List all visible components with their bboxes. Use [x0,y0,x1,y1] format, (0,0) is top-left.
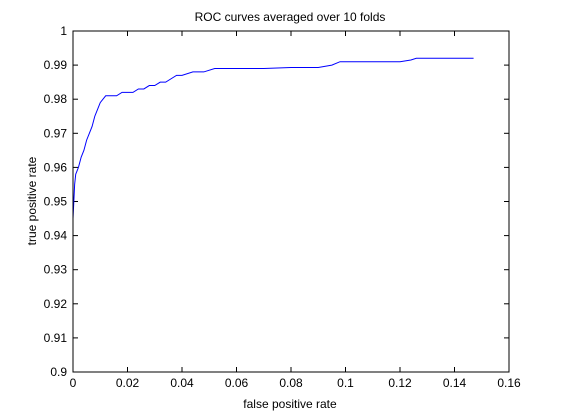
x-tick-label: 0.08 [279,376,303,390]
x-tick-label: 0.12 [388,376,412,390]
x-tick-label: 0.16 [497,376,521,390]
x-axis-title: false positive rate [243,397,337,411]
x-tick-label: 0 [70,376,77,390]
y-tick-label: 0.96 [44,160,68,174]
x-tick-label: 0.14 [443,376,467,390]
y-tick-label: 0.91 [44,331,68,345]
y-tick-label: 0.93 [44,263,68,277]
chart-title: ROC curves averaged over 10 folds [195,10,386,24]
y-tick-label: 0.95 [44,195,68,209]
x-tick-label: 0.02 [116,376,140,390]
ticks-layer: 0 0.02 0.04 0.06 0.08 0.1 0.12 0.14 0.16 0.9 0.91 0… [44,24,521,390]
y-tick-label: 0.99 [44,58,68,72]
x-tick-label: 0.1 [337,376,354,390]
y-tick-label: 0.92 [44,297,68,311]
y-tick-label: 0.9 [50,365,67,379]
y-tick-label: 0.97 [44,126,68,140]
y-axis-title: true positive rate [25,156,39,245]
y-tick-label: 0.98 [44,92,68,106]
plot-frame [72,30,510,373]
y-tick-label: 0.94 [44,229,68,243]
plot-area [73,31,509,372]
x-tick-label: 0.04 [170,376,194,390]
x-tick-label: 0.06 [225,376,249,390]
series-layer [72,57,474,246]
roc-curve-line [72,57,474,246]
y-tick-label: 1 [60,24,67,38]
